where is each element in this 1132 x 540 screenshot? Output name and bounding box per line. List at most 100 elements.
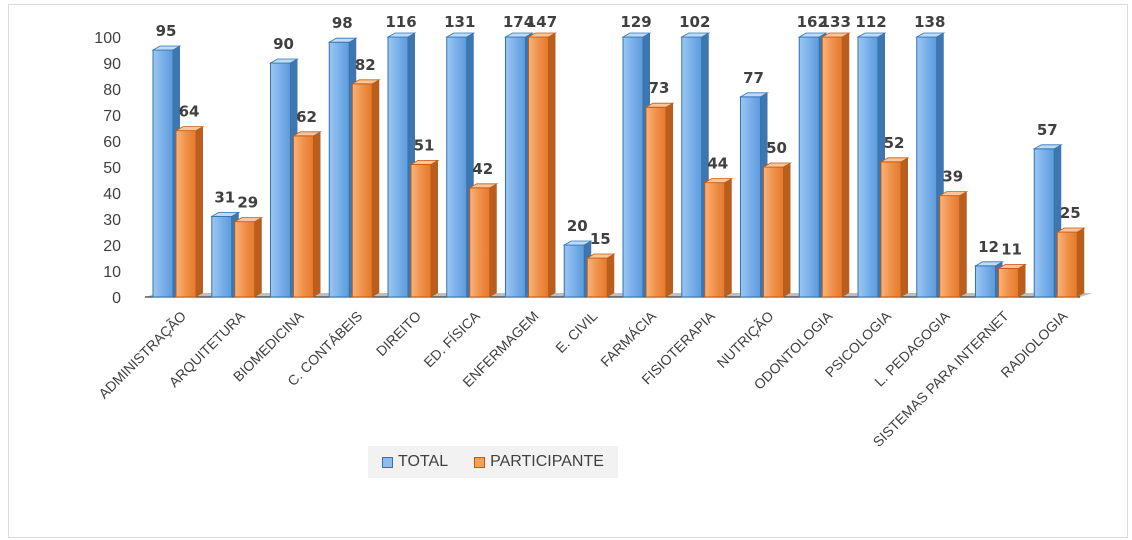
bar-top-participante	[938, 191, 969, 197]
bar-participante	[293, 135, 314, 298]
y-tick-label: 10	[103, 264, 121, 281]
bar-participante	[351, 83, 373, 298]
bar-participante	[469, 187, 491, 298]
bar-total	[740, 96, 761, 298]
bar-side-participante	[196, 126, 203, 297]
bar-participante	[939, 195, 961, 298]
data-label-total: 162	[797, 13, 828, 31]
data-label-total: 90	[273, 35, 294, 53]
bar-top-participante	[820, 32, 851, 38]
y-tick-label: 90	[103, 56, 121, 73]
data-label-total: 31	[214, 188, 235, 206]
bar-side-participante	[254, 217, 262, 297]
category-label: DIREITO	[373, 308, 424, 359]
bar-top-participante	[468, 183, 499, 189]
data-label-participante: 147	[526, 13, 557, 31]
chart-legend: TOTAL PARTICIPANTE	[368, 446, 618, 478]
legend-swatch-participante	[474, 456, 486, 468]
data-label-participante: 44	[707, 155, 728, 173]
bar-top-total	[445, 32, 476, 38]
bar-top-total	[680, 32, 711, 38]
data-label-total: 174	[503, 13, 534, 31]
bar-side-participante	[724, 178, 732, 297]
y-tick-label: 50	[103, 160, 121, 177]
data-label-total: 95	[156, 22, 177, 40]
data-label-total: 77	[743, 69, 764, 87]
data-label-participante: 39	[942, 168, 963, 186]
bar-total	[1033, 148, 1055, 298]
bar-total	[798, 36, 820, 298]
data-label-participante: 11	[1001, 240, 1022, 258]
bar-side-participante	[1018, 264, 1026, 297]
bar-top-total	[151, 45, 182, 51]
data-label-total: 131	[444, 13, 475, 31]
bar-top-participante	[233, 217, 264, 223]
bar-participante	[528, 36, 549, 298]
bar-top-participante	[879, 157, 910, 163]
y-tick-label: 20	[103, 238, 121, 255]
bar-side-participante	[959, 191, 967, 297]
bar-top-participante	[409, 159, 440, 165]
data-label-total: 102	[679, 13, 710, 31]
bar-participante	[410, 163, 432, 298]
data-label-participante: 64	[179, 103, 200, 121]
category-label: FARMÁCIA	[597, 307, 659, 369]
data-label-participante: 73	[649, 79, 670, 97]
bar-top-participante	[585, 253, 616, 259]
data-label-total: 112	[855, 13, 886, 31]
bar-participante	[998, 267, 1019, 298]
bar-top-total	[973, 261, 1005, 267]
bar-total	[387, 36, 409, 298]
data-label-participante: 51	[414, 136, 435, 154]
data-label-participante: 133	[820, 13, 851, 31]
bar-total	[152, 49, 174, 298]
bar-side-participante	[548, 33, 556, 297]
data-label-participante: 52	[884, 134, 905, 152]
data-label-participante: 62	[296, 108, 317, 126]
bar-side-participante	[372, 79, 380, 297]
category-label: NUTRIÇÃO	[714, 308, 777, 371]
bar-total	[270, 62, 291, 298]
bar-top-participante	[174, 126, 205, 132]
bar-top-total	[856, 32, 887, 38]
bar-total	[328, 41, 350, 298]
bar-top-total	[1032, 144, 1063, 150]
y-tick-label: 0	[112, 290, 121, 307]
bar-top-total	[915, 32, 946, 38]
bar-side-participante	[901, 157, 908, 297]
data-label-total: 12	[978, 238, 999, 256]
category-label: ED. FÍSICA	[420, 307, 483, 370]
bar-top-participante	[761, 162, 793, 168]
y-tick-label: 100	[94, 30, 121, 47]
bar-side-participante	[489, 183, 497, 297]
data-label-total: 138	[914, 13, 945, 31]
legend-label-total: TOTAL	[398, 453, 449, 470]
bar-participante	[175, 130, 197, 298]
legend-item-participante: PARTICIPANTE	[474, 453, 604, 471]
data-label-participante: 42	[472, 160, 493, 178]
data-label-participante: 25	[1060, 204, 1081, 222]
bar-total	[916, 36, 938, 298]
legend-swatch-total	[382, 456, 393, 468]
data-label-participante: 15	[590, 230, 611, 248]
bar-top-total	[210, 211, 241, 217]
bar-total	[211, 215, 233, 298]
bar-participante	[1056, 231, 1078, 298]
legend-item-total: TOTAL	[382, 453, 448, 471]
bar-side-participante	[1077, 228, 1085, 297]
bar-participante	[880, 161, 902, 298]
bar-participante	[821, 36, 843, 298]
bar-total	[505, 36, 526, 298]
bar-top-total	[621, 32, 652, 38]
bar-participante	[645, 106, 667, 298]
bar-top-participante	[291, 131, 323, 137]
bar-side-participante	[666, 103, 673, 297]
bar-total	[446, 36, 468, 298]
y-tick-label: 70	[103, 108, 121, 125]
bar-total	[975, 265, 996, 298]
bar-side-participante	[431, 160, 438, 297]
bar-total	[622, 36, 644, 298]
bar-top-participante	[1055, 227, 1086, 233]
y-tick-label: 40	[103, 186, 121, 203]
bar-participante	[586, 257, 608, 298]
